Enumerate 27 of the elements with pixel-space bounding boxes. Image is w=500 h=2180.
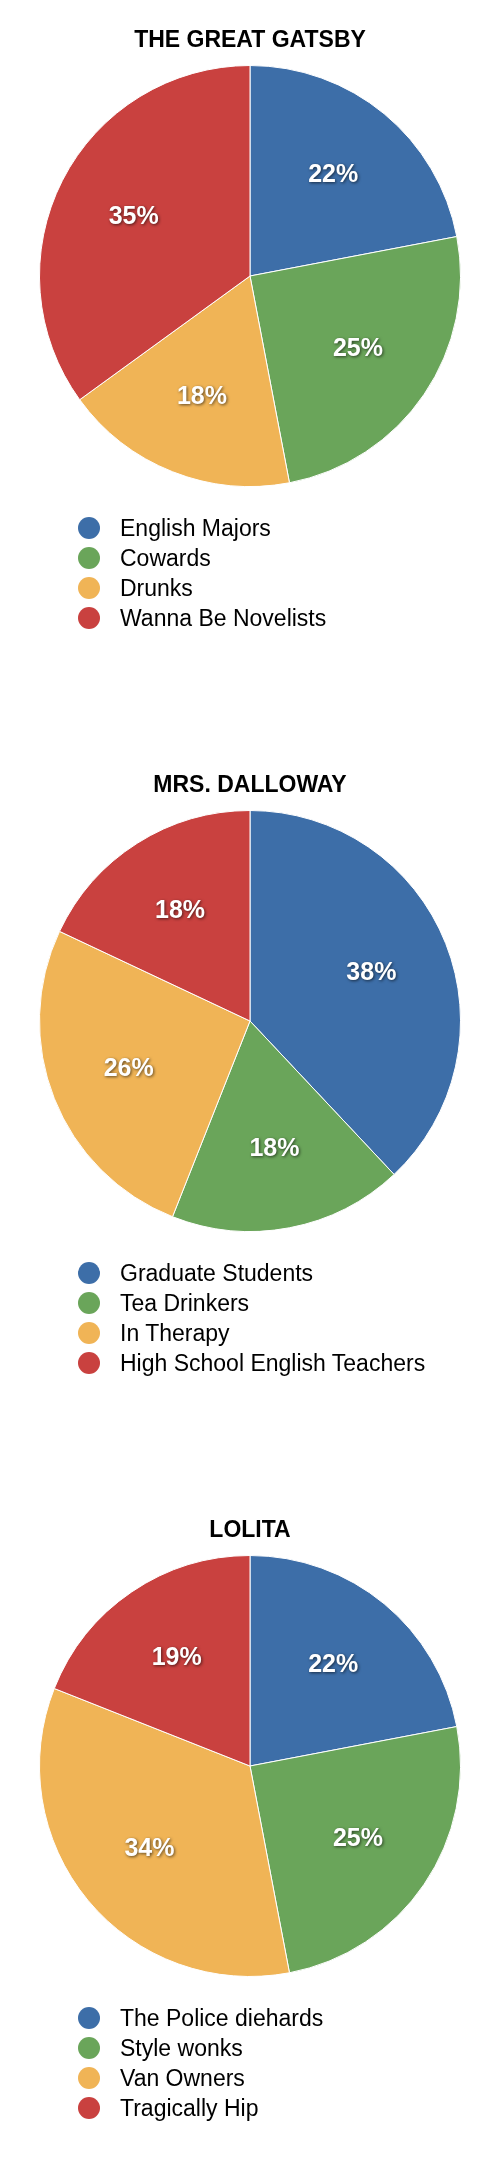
legend-label: Cowards <box>120 544 211 572</box>
data-label: 34% <box>124 1833 175 1862</box>
legend-label: Graduate Students <box>120 1259 314 1287</box>
chart-title: THE GREAT GATSBY <box>133 26 367 53</box>
legend-label: High School English Teachers <box>120 1349 426 1377</box>
data-label: 35% <box>108 200 159 229</box>
legend-label: Tea Drinkers <box>120 1289 250 1317</box>
data-label: 18% <box>176 381 227 410</box>
legend-label: Style wonks <box>120 2034 243 2062</box>
data-label: 22% <box>308 159 359 188</box>
data-label: 19% <box>151 1641 202 1670</box>
legend-label: In Therapy <box>120 1319 230 1347</box>
legend-label: The Police diehards <box>120 2004 324 2032</box>
data-label: 25% <box>332 333 383 362</box>
data-label: 38% <box>346 956 397 985</box>
chart-title: MRS. DALLOWAY <box>152 771 348 798</box>
legend-label: Wanna Be Novelists <box>120 604 327 632</box>
data-label: 18% <box>249 1133 300 1162</box>
data-label: 18% <box>155 894 206 923</box>
legend-label: Drunks <box>120 574 193 602</box>
chart-title: LOLITA <box>208 1516 292 1543</box>
data-label: 22% <box>308 1649 359 1678</box>
legend-label: Van Owners <box>120 2064 245 2092</box>
legend-label: English Majors <box>120 514 271 542</box>
legend-label: Tragically Hip <box>120 2094 259 2122</box>
data-label: 26% <box>103 1052 154 1081</box>
data-label: 25% <box>332 1823 383 1852</box>
